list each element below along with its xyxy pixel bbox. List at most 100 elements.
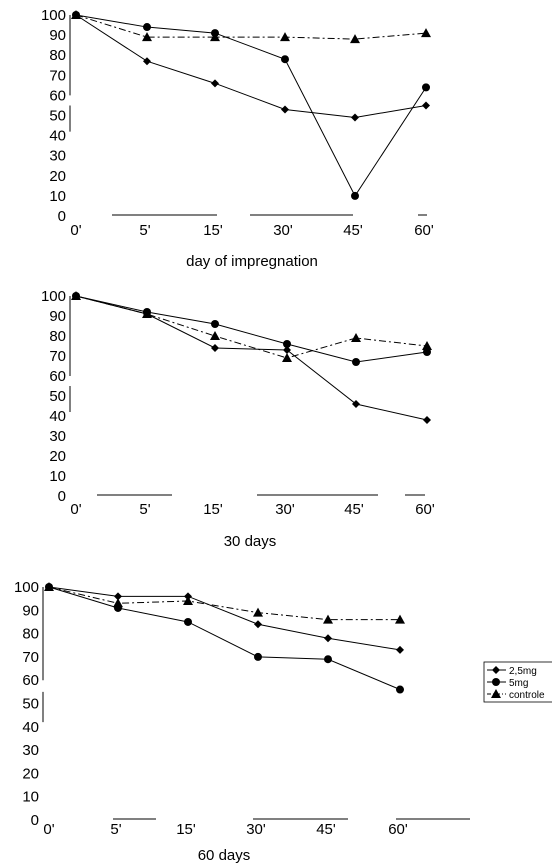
- x-axis: 0' 5' 15' 30' 45' 60': [70, 214, 434, 239]
- y-tick-label: 50: [49, 108, 66, 125]
- legend-label: 5mg: [509, 678, 528, 689]
- x-axis-title: 30 days: [224, 533, 277, 550]
- x-tick-label: 30': [246, 821, 266, 838]
- y-tick-label: 50: [22, 696, 39, 713]
- data-point: [71, 10, 81, 19]
- x-tick-label: 45': [343, 222, 363, 239]
- y-tick-label: 70: [49, 67, 66, 84]
- series-5mg: [72, 292, 431, 366]
- y-tick-label: 0: [31, 812, 39, 829]
- data-point: [142, 309, 152, 318]
- chart-panel-1: 0 10 20 30 40 50 60 70 80 90 100 0' 5' 15' 30' 45' 60' da…: [41, 7, 434, 270]
- y-tick-label: 40: [49, 128, 66, 145]
- data-point: [71, 291, 81, 300]
- data-point: [211, 320, 219, 328]
- x-tick-label: 5': [110, 821, 121, 838]
- legend-marker: [491, 689, 501, 698]
- series-line: [75, 14, 427, 197]
- y-tick-label: 90: [22, 602, 39, 619]
- data-point: [351, 191, 359, 200]
- x-tick-label: 45': [344, 501, 364, 518]
- y-tick-label: 0: [58, 208, 66, 225]
- series-line: [75, 14, 427, 40]
- y-tick-label: 30: [22, 742, 39, 759]
- data-point: [183, 595, 193, 605]
- x-tick-label: 45': [316, 821, 336, 838]
- y-axis: 0 10 20 30 40 50 60 70 80 90 100: [14, 579, 44, 829]
- data-point: [323, 614, 333, 624]
- series-line: [48, 586, 400, 621]
- y-tick-label: 60: [22, 672, 39, 689]
- series-controle: [44, 582, 405, 624]
- data-point: [143, 57, 151, 66]
- x-tick-label: 5': [139, 501, 150, 518]
- y-tick-label: 60: [49, 368, 66, 385]
- y-tick-label: 10: [49, 468, 66, 485]
- chart-panel-2: 0 10 20 30 40 50 60 70 80 90 100 0' 5' 15' 30' 45' 60' 30…: [41, 288, 435, 550]
- x-axis: 0' 5' 15' 30' 45' 60': [43, 818, 470, 838]
- data-point: [114, 592, 122, 601]
- y-tick-label: 50: [49, 388, 66, 405]
- legend-marker: [492, 678, 500, 686]
- data-point: [351, 333, 361, 342]
- series-line: [75, 14, 427, 119]
- data-point: [44, 582, 54, 591]
- legend-marker: [492, 666, 500, 674]
- data-point: [324, 634, 332, 643]
- y-tick-label: 60: [49, 87, 66, 104]
- y-tick-label: 80: [49, 328, 66, 345]
- data-point: [210, 331, 220, 340]
- series-line: [75, 295, 428, 421]
- series-controle: [71, 10, 431, 44]
- chart-panel-3: 0 10 20 30 40 50 60 70 80 90 100 0' 5' 15' 30' 45' 60' 60…: [14, 579, 470, 864]
- series-25mg: [72, 292, 431, 424]
- data-point: [254, 652, 262, 661]
- y-tick-label: 10: [22, 789, 39, 806]
- x-tick-label: 0': [70, 222, 81, 239]
- series-5mg: [45, 583, 404, 694]
- y-tick-label: 20: [22, 765, 39, 782]
- y-tick-label: 20: [49, 168, 66, 185]
- y-tick-label: 0: [58, 488, 66, 505]
- y-tick-label: 100: [41, 7, 66, 24]
- y-tick-label: 90: [49, 27, 66, 44]
- y-tick-label: 40: [49, 408, 66, 425]
- series-25mg: [72, 11, 430, 122]
- series-line: [75, 295, 428, 359]
- data-point: [350, 34, 360, 44]
- data-point: [184, 617, 192, 626]
- data-point: [421, 28, 431, 38]
- legend-label: 2,5mg: [509, 666, 537, 677]
- y-tick-label: 100: [14, 579, 39, 596]
- data-point: [324, 655, 332, 664]
- x-tick-label: 15': [203, 501, 223, 518]
- x-tick-label: 60': [388, 821, 408, 838]
- y-tick-label: 30: [49, 148, 66, 165]
- data-point: [254, 620, 262, 629]
- x-tick-label: 0': [43, 821, 54, 838]
- data-point: [423, 416, 431, 424]
- data-point: [283, 340, 291, 348]
- data-point: [280, 32, 290, 42]
- x-tick-label: 60': [415, 501, 435, 518]
- y-tick-label: 70: [22, 649, 39, 666]
- x-tick-label: 60': [414, 222, 434, 239]
- data-point: [351, 113, 359, 122]
- data-point: [395, 614, 405, 624]
- data-point: [396, 645, 404, 654]
- series-line: [48, 586, 401, 690]
- x-axis: 0' 5' 15' 30' 45' 60': [70, 494, 435, 518]
- y-tick-label: 100: [41, 288, 66, 305]
- data-point: [143, 23, 151, 32]
- data-point: [352, 400, 360, 408]
- y-axis: 0 10 20 30 40 50 60 70 80 90 100: [41, 7, 71, 225]
- y-tick-label: 10: [49, 188, 66, 205]
- data-point: [281, 55, 289, 64]
- x-tick-label: 15': [176, 821, 196, 838]
- data-point: [211, 79, 219, 88]
- y-tick-label: 40: [22, 719, 39, 736]
- series-5mg: [72, 11, 430, 200]
- data-point: [396, 685, 404, 694]
- x-tick-label: 0': [70, 501, 81, 518]
